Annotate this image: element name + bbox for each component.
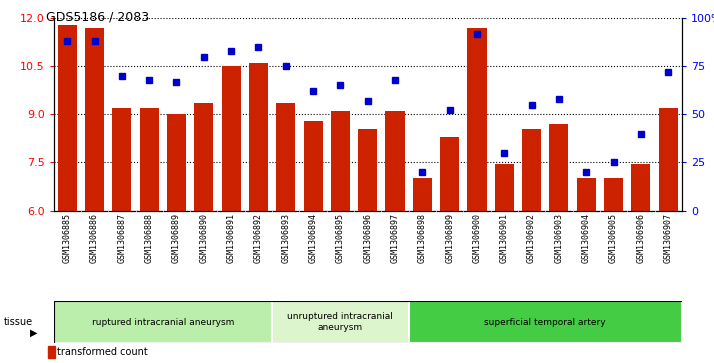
Text: GSM1306886: GSM1306886 xyxy=(90,213,99,263)
Text: tissue: tissue xyxy=(4,317,33,327)
Text: ruptured intracranial aneurysm: ruptured intracranial aneurysm xyxy=(91,318,234,327)
Bar xyxy=(221,66,241,211)
Bar xyxy=(658,108,678,211)
Text: GDS5186 / 2083: GDS5186 / 2083 xyxy=(46,11,149,24)
Text: GSM1306906: GSM1306906 xyxy=(636,213,645,263)
Bar xyxy=(549,124,568,211)
Bar xyxy=(194,103,213,211)
Bar xyxy=(495,164,514,211)
Bar xyxy=(577,179,595,211)
Text: GSM1306900: GSM1306900 xyxy=(473,213,481,263)
Text: GSM1306889: GSM1306889 xyxy=(172,213,181,263)
Text: unruptured intracranial
aneurysm: unruptured intracranial aneurysm xyxy=(288,313,393,332)
Text: GSM1306907: GSM1306907 xyxy=(664,213,673,263)
Text: GSM1306898: GSM1306898 xyxy=(418,213,427,263)
Text: GSM1306895: GSM1306895 xyxy=(336,213,345,263)
Bar xyxy=(358,129,377,211)
Text: GSM1306894: GSM1306894 xyxy=(308,213,318,263)
Bar xyxy=(249,63,268,211)
Bar xyxy=(604,179,623,211)
Text: GSM1306901: GSM1306901 xyxy=(500,213,509,263)
Bar xyxy=(85,28,104,211)
Text: GSM1306903: GSM1306903 xyxy=(555,213,563,263)
Text: GSM1306897: GSM1306897 xyxy=(391,213,400,263)
Text: GSM1306887: GSM1306887 xyxy=(117,213,126,263)
Bar xyxy=(54,301,272,343)
Bar xyxy=(140,108,159,211)
Bar xyxy=(272,301,408,343)
Text: GSM1306904: GSM1306904 xyxy=(582,213,590,263)
Text: GSM1306896: GSM1306896 xyxy=(363,213,372,263)
Text: GSM1306893: GSM1306893 xyxy=(281,213,291,263)
Bar xyxy=(468,28,486,211)
Bar xyxy=(413,179,432,211)
Text: GSM1306905: GSM1306905 xyxy=(609,213,618,263)
Text: superficial temporal artery: superficial temporal artery xyxy=(485,318,606,327)
Bar xyxy=(49,346,54,358)
Bar xyxy=(386,111,405,211)
Bar xyxy=(408,301,682,343)
Text: ▶: ▶ xyxy=(30,328,38,338)
Bar xyxy=(631,164,650,211)
Bar xyxy=(58,25,77,211)
Text: GSM1306890: GSM1306890 xyxy=(199,213,208,263)
Bar xyxy=(522,129,541,211)
Text: GSM1306902: GSM1306902 xyxy=(527,213,536,263)
Text: GSM1306885: GSM1306885 xyxy=(63,213,71,263)
Text: GSM1306899: GSM1306899 xyxy=(445,213,454,263)
Bar xyxy=(440,137,459,211)
Bar xyxy=(331,111,350,211)
Bar xyxy=(112,108,131,211)
Text: GSM1306891: GSM1306891 xyxy=(226,213,236,263)
Text: transformed count: transformed count xyxy=(57,347,148,357)
Text: GSM1306888: GSM1306888 xyxy=(145,213,154,263)
Text: GSM1306892: GSM1306892 xyxy=(254,213,263,263)
Bar xyxy=(167,114,186,211)
Bar xyxy=(276,103,296,211)
Bar xyxy=(303,121,323,211)
